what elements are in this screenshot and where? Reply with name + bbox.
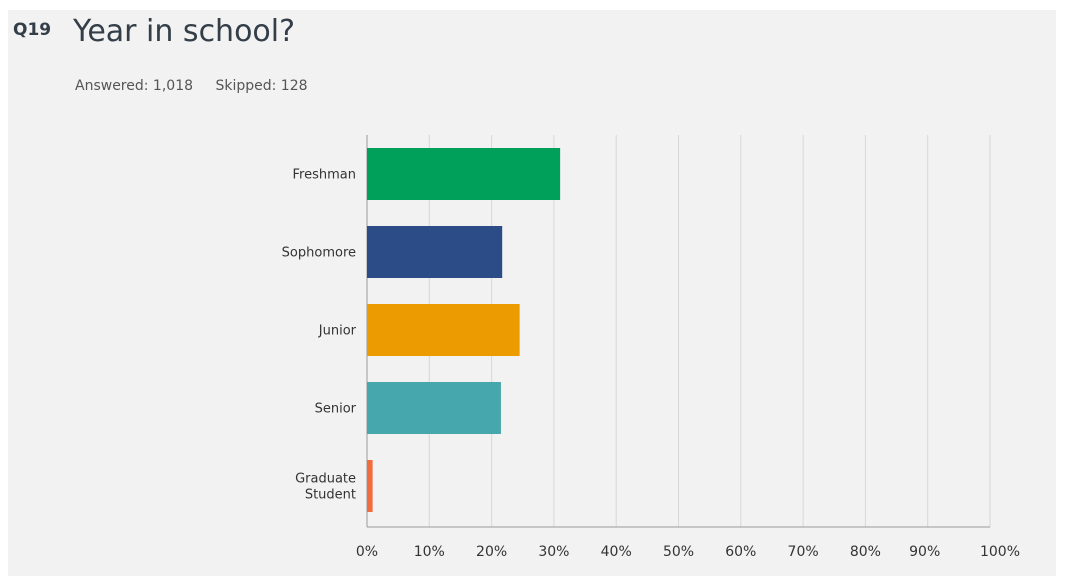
response-stats: Answered: 1,018 Skipped: 128 (75, 78, 326, 94)
x-tick-label: 70% (788, 544, 819, 560)
bar (367, 382, 501, 434)
category-label: Freshman (293, 168, 356, 183)
category-label: Senior (315, 402, 357, 417)
x-tick-label: 0% (356, 544, 378, 560)
bar (367, 148, 561, 200)
category-label: Junior (318, 324, 357, 339)
x-tick-label: 20% (476, 544, 507, 560)
category-label: Sophomore (282, 246, 356, 261)
x-tick-label: 40% (601, 544, 632, 560)
x-tick-label: 90% (909, 544, 940, 560)
question-panel (8, 10, 1056, 576)
question-title: Year in school? (73, 14, 296, 49)
category-label: Student (305, 488, 356, 503)
category-label: Graduate (295, 472, 356, 487)
x-tick-label: 10% (414, 544, 445, 560)
bar (367, 226, 503, 278)
answered-count: Answered: 1,018 (75, 78, 194, 94)
x-tick-label: 100% (980, 544, 1020, 560)
bar (367, 304, 520, 356)
question-number: Q19 (13, 20, 52, 40)
x-tick-label: 50% (663, 544, 694, 560)
bar (367, 460, 373, 512)
x-tick-label: 80% (850, 544, 881, 560)
skipped-count: Skipped: 128 (215, 78, 308, 94)
x-tick-label: 30% (538, 544, 569, 560)
x-tick-label: 60% (725, 544, 756, 560)
